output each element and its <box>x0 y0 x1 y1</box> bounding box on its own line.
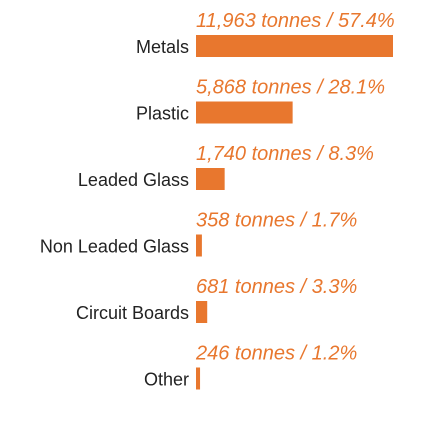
value-label: 246 tonnes / 1.2% <box>195 343 357 365</box>
bar <box>196 234 202 257</box>
category-label: Plastic <box>136 104 189 124</box>
value-label: 1,740 tonnes / 8.3% <box>196 143 374 165</box>
value-label: 681 tonnes / 3.3% <box>196 276 357 298</box>
bar <box>196 35 393 57</box>
category-label: Circuit Boards <box>76 303 189 323</box>
category-label: Non Leaded Glass <box>40 237 189 257</box>
value-label: 11,963 tonnes / 57.4% <box>196 10 395 32</box>
category-label: Leaded Glass <box>78 170 189 190</box>
bar <box>196 101 293 124</box>
value-label: 5,868 tonnes / 28.1% <box>196 77 385 99</box>
bar <box>196 168 225 190</box>
category-label: Metals <box>136 37 189 57</box>
bar <box>196 301 208 323</box>
value-label: 358 tonnes / 1.7% <box>196 210 357 232</box>
bar <box>196 367 201 390</box>
category-label: Other <box>144 370 189 390</box>
